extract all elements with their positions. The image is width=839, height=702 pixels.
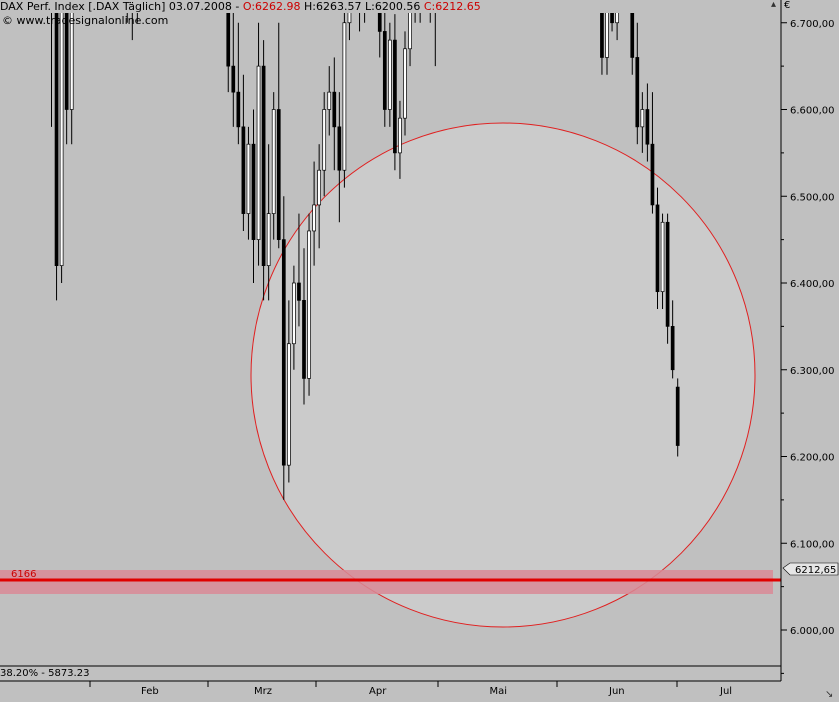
candle-up bbox=[271, 109, 276, 214]
candle-up bbox=[398, 117, 402, 154]
header-high: H:6263.57 bbox=[300, 0, 362, 13]
candle-down bbox=[236, 91, 241, 128]
candle-down bbox=[675, 386, 680, 446]
candle-down bbox=[226, 0, 231, 67]
x-tick-label: Jun bbox=[608, 686, 625, 697]
candle-up bbox=[287, 343, 291, 466]
header-title: DAX Perf. Index [.DAX Täglich] 03.07.200… bbox=[0, 0, 243, 13]
candle-down bbox=[64, 0, 69, 110]
y-tick-label: 6.000,00 bbox=[790, 626, 835, 637]
fib-level-label: 38.20% - 5873.23 bbox=[0, 668, 90, 679]
candle-down bbox=[241, 126, 246, 214]
chart-header: DAX Perf. Index [.DAX Täglich] 03.07.200… bbox=[0, 0, 780, 13]
source-label: © www.tradesignalonline.com bbox=[2, 14, 169, 27]
candle-down bbox=[302, 300, 306, 379]
candles-group bbox=[51, 0, 680, 500]
y-tick-label: 6.700,00 bbox=[790, 19, 835, 30]
candle-down bbox=[337, 126, 342, 171]
candle-up bbox=[256, 65, 261, 240]
x-axis: Feb Mrz Apr Mai Jun Jul bbox=[89, 681, 732, 697]
x-tick-label: Mrz bbox=[254, 686, 272, 697]
candle-up bbox=[59, 0, 64, 266]
candle-down bbox=[645, 109, 650, 145]
candle-up bbox=[342, 22, 347, 171]
scroll-up-icon[interactable]: ▴ bbox=[771, 0, 777, 10]
y-tick-label: 6.200,00 bbox=[790, 453, 835, 464]
candle-down bbox=[54, 0, 59, 266]
candle-down bbox=[630, 0, 635, 58]
candle-up bbox=[327, 91, 332, 110]
candle-down bbox=[297, 282, 301, 301]
candle-down bbox=[655, 204, 660, 293]
candle-up bbox=[292, 282, 296, 345]
candle-down bbox=[650, 143, 655, 206]
candle-down bbox=[393, 39, 397, 154]
candle-down bbox=[231, 65, 236, 93]
resize-corner-icon[interactable]: ↘ bbox=[825, 689, 834, 700]
x-tick-label: Jul bbox=[719, 686, 732, 697]
support-band bbox=[0, 570, 773, 594]
candle-up bbox=[388, 39, 392, 110]
candle-up bbox=[660, 221, 665, 293]
support-label: 6166 bbox=[11, 569, 36, 580]
candle-up bbox=[640, 109, 645, 128]
currency-label: € bbox=[784, 0, 791, 11]
candle-down bbox=[382, 31, 387, 110]
x-tick-label: Feb bbox=[141, 686, 159, 697]
candle-down bbox=[600, 0, 604, 58]
candle-down bbox=[665, 221, 670, 327]
candle-down bbox=[261, 65, 266, 266]
candle-up bbox=[322, 109, 327, 171]
x-tick-label: Apr bbox=[369, 686, 387, 697]
last-price-marker: 6212,65 bbox=[782, 562, 839, 576]
candle-down bbox=[332, 91, 337, 128]
candle-up bbox=[246, 143, 251, 214]
candle-down bbox=[276, 109, 281, 240]
y-tick-label: 6.400,00 bbox=[790, 279, 835, 290]
candle-down bbox=[635, 57, 640, 128]
y-tick-label: 6.500,00 bbox=[790, 192, 835, 203]
candle-up bbox=[307, 230, 311, 379]
candle-down bbox=[251, 143, 256, 240]
candle-down bbox=[281, 239, 286, 466]
y-tick-label: 6.300,00 bbox=[790, 366, 835, 377]
header-open: O:6262.98 bbox=[242, 0, 301, 13]
candle-up bbox=[317, 169, 321, 206]
candle-up bbox=[408, 0, 412, 50]
candle-down bbox=[670, 326, 675, 371]
highlight-circle bbox=[250, 122, 756, 628]
header-close: C:6212.65 bbox=[420, 0, 481, 13]
last-price-label: 6212,65 bbox=[795, 565, 836, 576]
header-low: L:6200.56 bbox=[361, 0, 421, 13]
candle-up bbox=[312, 204, 316, 232]
x-tick-label: Mai bbox=[490, 686, 508, 697]
candle-up bbox=[403, 48, 407, 119]
y-tick-label: 6.100,00 bbox=[790, 539, 835, 550]
y-tick-label: 6.600,00 bbox=[790, 106, 835, 117]
candle-down bbox=[377, 0, 382, 32]
y-axis: 5.900,006.000,006.100,006.200,006.300,00… bbox=[781, 19, 835, 674]
candle-up bbox=[266, 213, 271, 267]
